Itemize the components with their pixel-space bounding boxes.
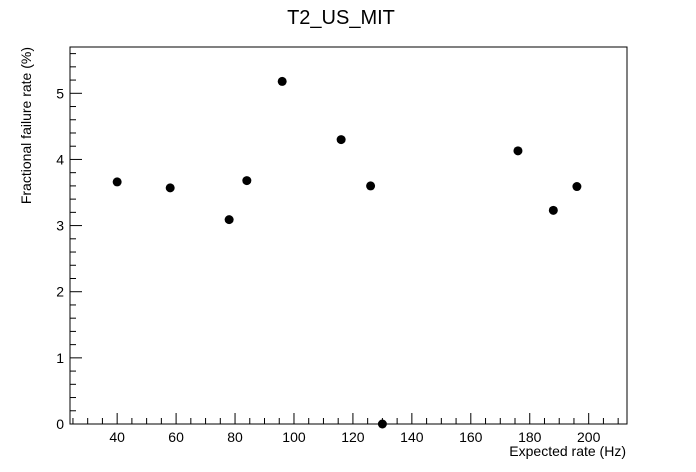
data-point <box>336 135 346 145</box>
data-points <box>112 76 582 429</box>
data-point <box>242 176 252 186</box>
data-point <box>548 205 558 215</box>
x-tick-label: 160 <box>459 429 483 445</box>
data-point <box>572 182 582 192</box>
x-tick-label: 60 <box>168 429 184 445</box>
y-axis-label: Fractional failure rate (%) <box>18 47 34 204</box>
x-axis-ticks <box>72 413 619 424</box>
x-tick-label: 40 <box>109 429 125 445</box>
y-tick-label: 1 <box>56 350 64 366</box>
x-tick-label: 120 <box>341 429 365 445</box>
y-tick-label: 5 <box>56 85 64 101</box>
x-tick-label: 100 <box>282 429 306 445</box>
x-axis-tick-labels: 40 60 80 100 120 140 160 180 200 <box>109 429 600 445</box>
x-tick-label: 80 <box>227 429 243 445</box>
x-tick-label: 200 <box>577 429 601 445</box>
y-axis-tick-labels: 0 1 2 3 4 5 <box>56 85 64 432</box>
x-axis-label: Expected rate (Hz) <box>509 443 626 459</box>
y-tick-label: 2 <box>56 284 64 300</box>
plot-frame <box>69 46 628 425</box>
y-tick-label: 3 <box>56 218 64 234</box>
chart-title: T2_US_MIT <box>287 7 395 29</box>
data-point <box>277 76 287 86</box>
data-point <box>165 183 175 193</box>
data-point <box>366 181 376 191</box>
data-point <box>377 419 387 429</box>
data-point <box>112 177 122 187</box>
data-point <box>513 146 523 156</box>
y-tick-label: 0 <box>56 416 64 432</box>
y-axis-ticks <box>70 53 82 425</box>
data-point <box>224 215 234 225</box>
x-tick-label: 180 <box>518 429 542 445</box>
y-tick-label: 4 <box>56 151 64 167</box>
x-tick-label: 140 <box>400 429 424 445</box>
